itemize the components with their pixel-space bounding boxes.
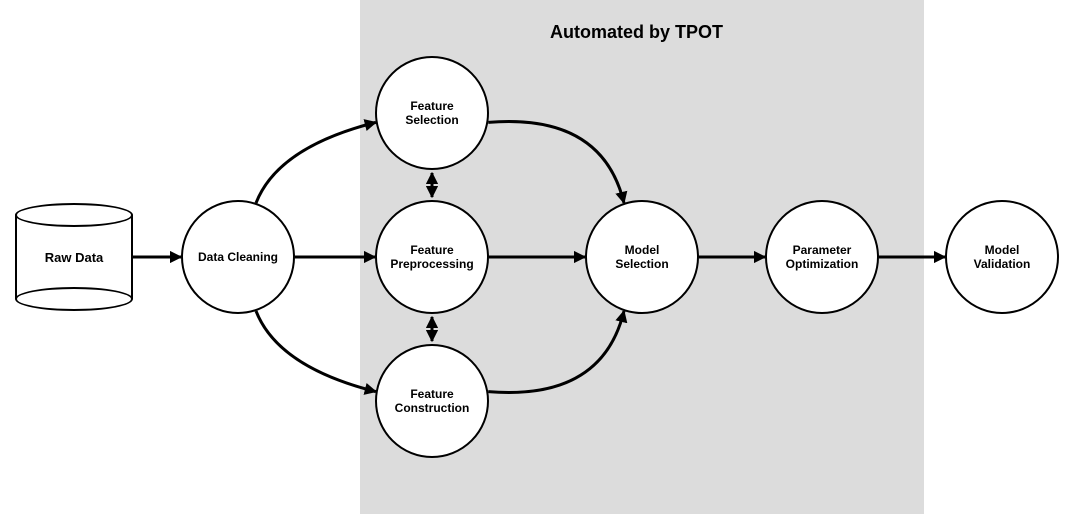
node-model-validation-label: Model Validation [968,237,1037,278]
node-feature-preprocessing-label: Feature Preprocessing [384,237,479,278]
cylinder-top [15,203,133,227]
automated-region-title: Automated by TPOT [550,22,723,43]
node-model-selection-label: Model Selection [609,237,674,278]
cylinder-bottom [15,287,133,311]
node-feature-preprocessing: Feature Preprocessing [375,200,489,314]
diagram-stage: Automated by TPOT Raw Data Data Cleaning… [0,0,1080,514]
node-data-cleaning: Data Cleaning [181,200,295,314]
node-data-cleaning-label: Data Cleaning [192,244,284,270]
node-raw-data-label: Raw Data [17,250,131,265]
node-raw-data: Raw Data [15,203,133,311]
node-model-validation: Model Validation [945,200,1059,314]
node-feature-selection: Feature Selection [375,56,489,170]
node-parameter-optimization: Parameter Optimization [765,200,879,314]
node-model-selection: Model Selection [585,200,699,314]
node-feature-selection-label: Feature Selection [399,93,464,134]
node-feature-construction: Feature Construction [375,344,489,458]
node-parameter-optimization-label: Parameter Optimization [780,237,865,278]
node-feature-construction-label: Feature Construction [389,381,476,422]
